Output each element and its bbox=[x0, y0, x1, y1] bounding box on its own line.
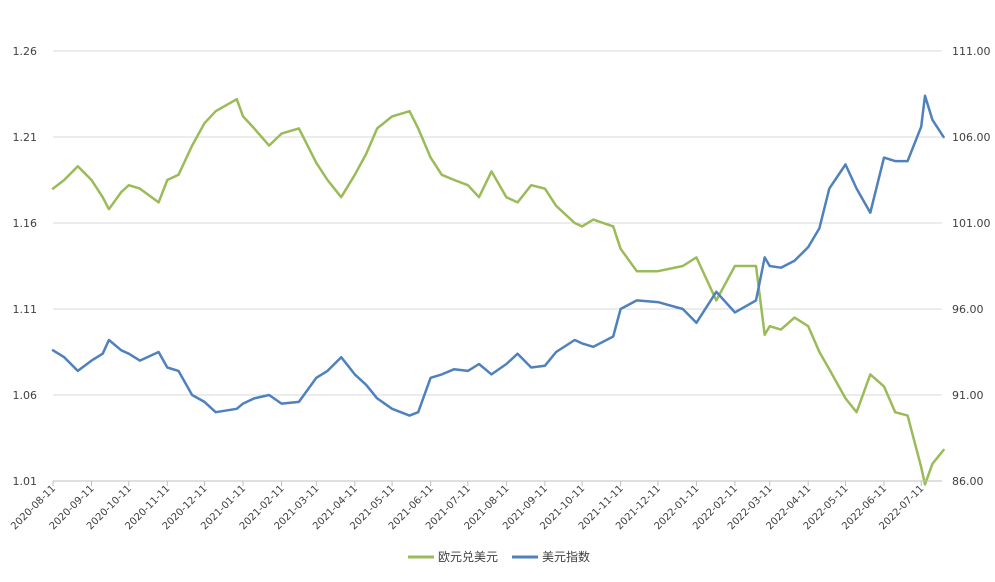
series-lines bbox=[51, 94, 945, 486]
series-line-eur-usd bbox=[51, 97, 945, 486]
legend-label: 美元指数 bbox=[542, 549, 590, 564]
y-right-tick-label: 101.00 bbox=[952, 217, 991, 230]
y-left-tick-label: 1.16 bbox=[13, 217, 38, 230]
y-right-tick-label: 111.00 bbox=[952, 45, 991, 58]
y-left-tick-label: 1.11 bbox=[13, 303, 38, 316]
y-left-tick-label: 1.21 bbox=[13, 131, 38, 144]
gridlines bbox=[53, 50, 942, 396]
y-axis-left: 1.01 1.06 1.11 1.16 1.21 1.26 bbox=[13, 45, 38, 488]
y-right-tick-label: 106.00 bbox=[952, 131, 991, 144]
x-axis: 2020-08-112020-09-112020-10-112020-11-11… bbox=[9, 480, 942, 532]
y-right-tick-label: 96.00 bbox=[952, 303, 984, 316]
series-line-usd-index bbox=[51, 94, 945, 417]
y-left-tick-label: 1.06 bbox=[13, 389, 38, 402]
legend-label: 欧元兑美元 bbox=[438, 550, 498, 564]
y-left-tick-label: 1.26 bbox=[13, 45, 38, 58]
legend: 欧元兑美元 美元指数 bbox=[408, 549, 590, 564]
y-right-tick-label: 91.00 bbox=[952, 389, 984, 402]
y-axis-right: 86.00 91.00 96.00 101.00 106.00 111.00 bbox=[952, 45, 991, 488]
y-left-tick-label: 1.01 bbox=[13, 475, 38, 488]
y-right-tick-label: 86.00 bbox=[952, 475, 984, 488]
